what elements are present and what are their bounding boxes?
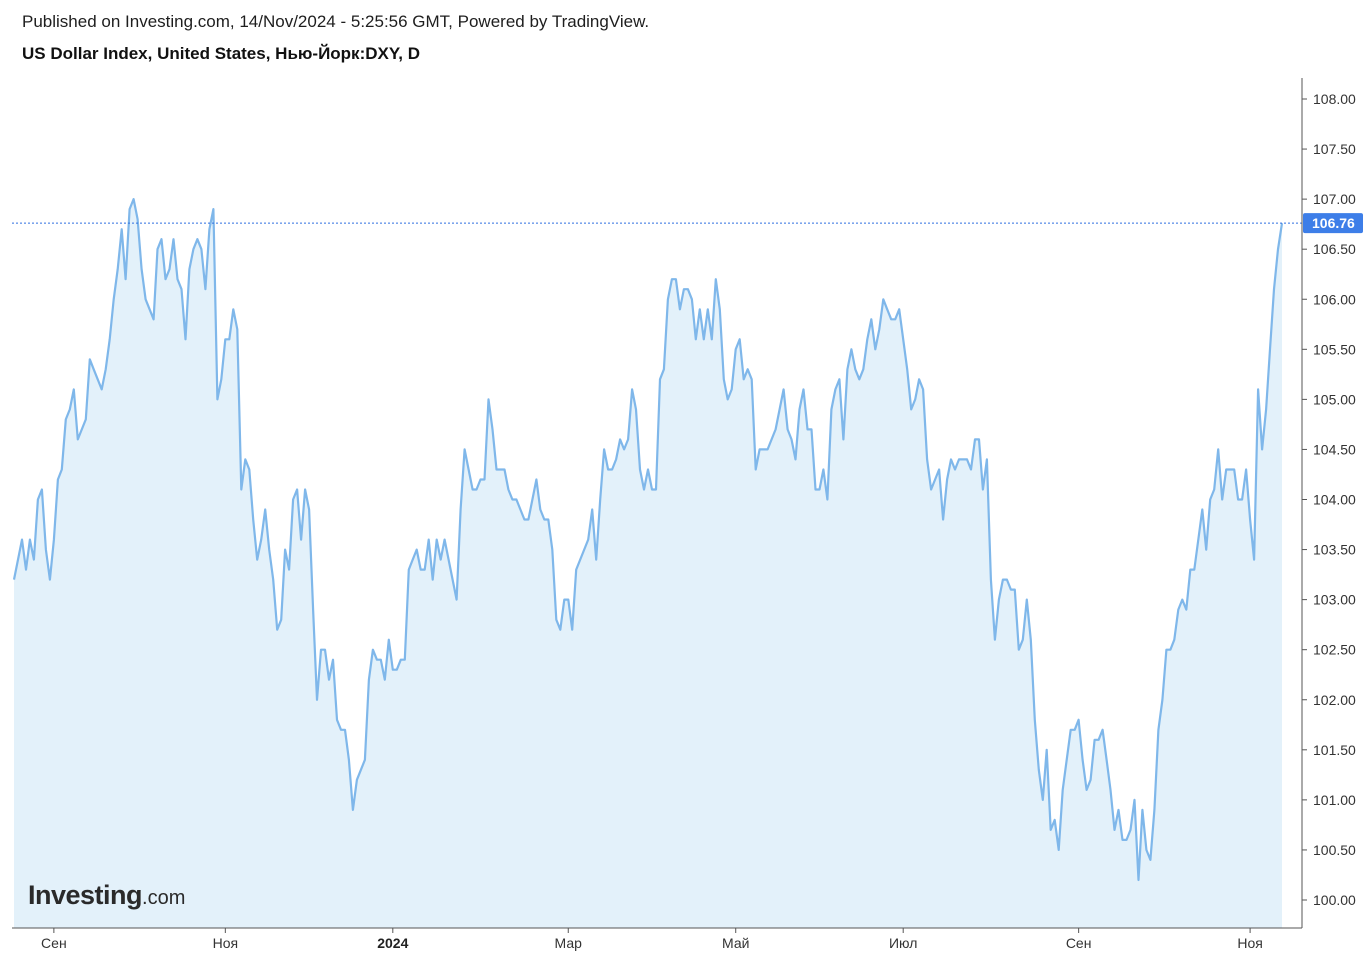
y-tick-label: 105.50 xyxy=(1313,341,1356,357)
x-tick-label: Июл xyxy=(889,935,917,951)
x-tick-label: Сен xyxy=(1066,935,1092,951)
last-price-tag-background xyxy=(1303,213,1363,234)
y-tick-label: 102.00 xyxy=(1313,692,1356,708)
y-axis: 108.00 107.50 107.00 106.50 106.00 105.50 105.… xyxy=(1302,91,1356,908)
x-axis: Сен Ноя 2024 Мар Май Июл Сен Ноя xyxy=(41,928,1263,951)
investing-logo: Investing.com xyxy=(28,880,185,911)
last-price-tag: 106.76 xyxy=(1303,213,1363,234)
y-tick-label: 104.00 xyxy=(1313,492,1356,508)
y-tick-label: 107.00 xyxy=(1313,191,1356,207)
y-tick-label: 107.50 xyxy=(1313,141,1356,157)
logo-suffix: .com xyxy=(142,887,186,909)
logo-wordmark: Investing xyxy=(28,880,143,910)
y-tick-label: 101.00 xyxy=(1313,792,1356,808)
y-tick-label: 108.00 xyxy=(1313,91,1356,107)
y-tick-label: 106.50 xyxy=(1313,241,1356,257)
x-tick-label: 2024 xyxy=(377,935,408,951)
price-line[interactable] xyxy=(12,198,1284,882)
y-tick-label: 105.00 xyxy=(1313,391,1356,407)
y-tick-label: 106.00 xyxy=(1313,291,1356,307)
y-tick-label: 101.50 xyxy=(1313,742,1356,758)
x-tick-label: Ноя xyxy=(1237,935,1262,951)
y-tick-label: 103.50 xyxy=(1313,542,1356,558)
last-price-label: 106.76 xyxy=(1312,215,1355,231)
x-tick-label: Сен xyxy=(41,935,67,951)
y-tick-label: 100.50 xyxy=(1313,842,1356,858)
y-tick-label: 100.00 xyxy=(1313,892,1356,908)
publish-info: Published on Investing.com, 14/Nov/2024 … xyxy=(22,12,650,31)
y-tick-label: 103.00 xyxy=(1313,592,1356,608)
x-tick-label: Мар xyxy=(555,935,583,951)
y-tick-label: 104.50 xyxy=(1313,441,1356,457)
x-tick-label: Ноя xyxy=(213,935,238,951)
price-area-fill xyxy=(14,199,1282,929)
x-tick-label: Май xyxy=(722,935,749,951)
chart-title: US Dollar Index, United States, Нью-Йорк… xyxy=(22,44,421,63)
y-tick-label: 102.50 xyxy=(1313,642,1356,658)
